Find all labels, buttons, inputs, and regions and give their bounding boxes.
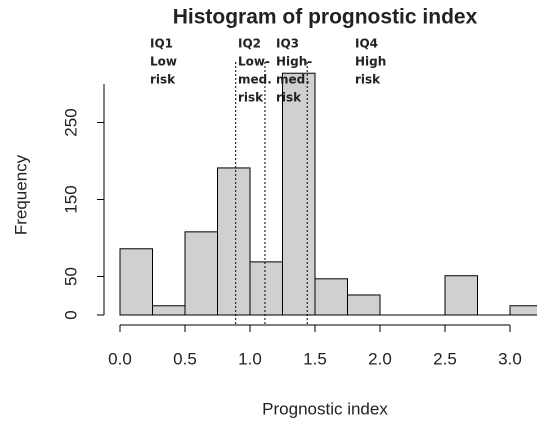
y-tick-label: 150 bbox=[61, 185, 80, 213]
annotation: risk bbox=[150, 73, 176, 87]
bar bbox=[152, 305, 186, 316]
annotation: med. bbox=[276, 73, 310, 87]
x-axis-label: Prognostic index bbox=[262, 399, 388, 418]
annotation: Low bbox=[150, 55, 177, 69]
annotation: IQ3 bbox=[276, 37, 299, 51]
bar bbox=[314, 278, 348, 316]
y-tick-label: 0 bbox=[61, 310, 80, 319]
bar bbox=[184, 231, 218, 316]
x-tick-label: 0.5 bbox=[173, 349, 197, 368]
annotation: risk bbox=[276, 91, 302, 105]
bar bbox=[444, 275, 478, 316]
chart-title: Histogram of prognostic index bbox=[173, 6, 478, 29]
annotation: Low- bbox=[238, 55, 270, 69]
y-axis-label: Frequency bbox=[11, 154, 30, 235]
y-tick-label: 250 bbox=[61, 108, 80, 136]
annotation: IQ2 bbox=[238, 37, 261, 51]
x-tick-label: 2.0 bbox=[368, 349, 392, 368]
annotation: IQ1 bbox=[150, 37, 173, 51]
bar bbox=[249, 261, 283, 316]
bar bbox=[509, 305, 537, 316]
bar bbox=[347, 294, 381, 316]
annotation: risk bbox=[355, 73, 381, 87]
annotation: risk bbox=[238, 91, 264, 105]
bar bbox=[119, 248, 153, 316]
x-tick-label: 1.0 bbox=[238, 349, 262, 368]
y-tick-label: 50 bbox=[61, 267, 80, 286]
x-tick-label: 3.0 bbox=[498, 349, 522, 368]
annotation: med. bbox=[238, 73, 272, 87]
bar bbox=[282, 72, 316, 316]
x-tick-label: 0.0 bbox=[108, 349, 132, 368]
annotation: IQ4 bbox=[355, 37, 378, 51]
annotation: High- bbox=[276, 55, 312, 69]
annotation: High bbox=[355, 55, 386, 69]
x-tick-label: 2.5 bbox=[433, 349, 457, 368]
bar bbox=[217, 167, 251, 316]
x-tick-label: 1.5 bbox=[303, 349, 327, 368]
